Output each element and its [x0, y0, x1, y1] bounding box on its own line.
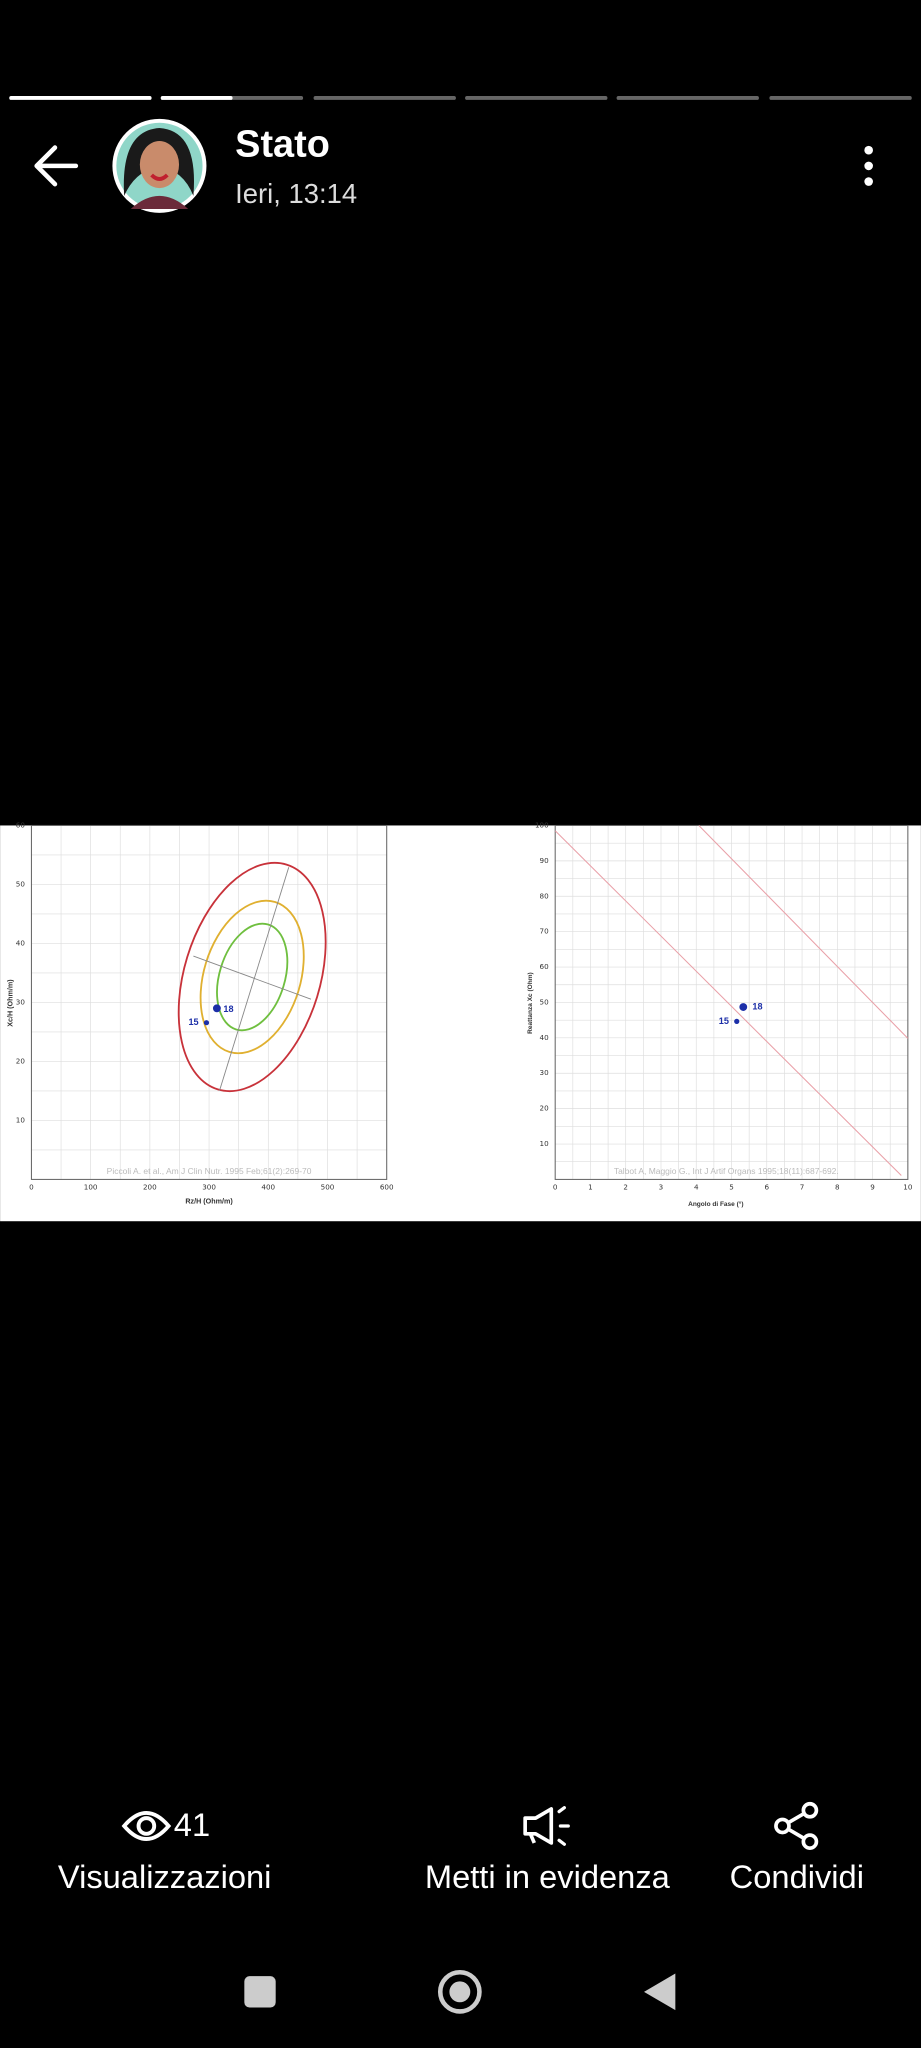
y-axis-label: Xc/H (Ohm/m): [6, 979, 14, 1027]
y-tick-label: 60: [16, 820, 26, 829]
back-nav-button[interactable]: [644, 1973, 676, 2011]
home-button[interactable]: [437, 1969, 482, 2014]
x-tick-label: 6: [764, 1182, 769, 1191]
y-tick-label: 20: [16, 1056, 26, 1065]
y-tick-label: 10: [16, 1115, 26, 1124]
x-tick-label: 10: [903, 1182, 913, 1191]
views-label: Visualizzazioni: [58, 1858, 272, 1895]
x-tick-label: 100: [84, 1182, 98, 1191]
share-button[interactable]: Condividi: [730, 1801, 864, 1895]
y-tick-label: 90: [540, 856, 550, 865]
x-tick-label: 3: [659, 1182, 664, 1191]
y-tick-label: 100: [535, 820, 549, 829]
views-button[interactable]: 41 Visualizzazioni: [58, 1806, 272, 1895]
point-label: 15: [188, 1017, 198, 1027]
progress-bar: [313, 96, 456, 100]
progress-bar: [9, 96, 152, 100]
progress-bars: [9, 96, 912, 100]
y-tick-label: 30: [16, 997, 26, 1006]
y-tick-label: 80: [540, 891, 550, 900]
x-tick-label: 300: [202, 1182, 216, 1191]
share-label: Condividi: [730, 1858, 864, 1895]
y-tick-label: 10: [540, 1139, 550, 1148]
x-tick-label: 0: [553, 1182, 558, 1191]
more-options[interactable]: [864, 145, 873, 186]
point-label: 18: [223, 1004, 233, 1014]
x-tick-label: 500: [321, 1182, 335, 1191]
views-count: 41: [174, 1806, 210, 1843]
y-tick-label: 60: [540, 962, 550, 971]
x-tick-label: 0: [29, 1182, 34, 1191]
point-label: 18: [752, 1001, 762, 1011]
point-label: 15: [719, 1016, 729, 1026]
y-tick-label: 40: [16, 938, 26, 947]
x-tick-label: 5: [729, 1182, 734, 1191]
x-tick-label: 1: [588, 1182, 593, 1191]
y-tick-label: 70: [540, 927, 550, 936]
x-tick-label: 8: [835, 1182, 840, 1191]
progress-bar: [769, 96, 912, 100]
recents-button[interactable]: [244, 1976, 276, 2008]
status-title: Stato: [235, 123, 330, 165]
x-tick-label: 7: [800, 1182, 805, 1191]
promote-label: Metti in evidenza: [425, 1858, 671, 1895]
y-tick-label: 50: [16, 879, 26, 888]
x-tick-label: 200: [143, 1182, 157, 1191]
y-tick-label: 30: [540, 1068, 550, 1077]
x-tick-label: 9: [870, 1182, 875, 1191]
citation: Talbot A, Maggio G., Int J Artif Organs …: [614, 1166, 839, 1176]
avatar[interactable]: [112, 118, 207, 213]
progress-fill: [160, 96, 233, 100]
x-axis-label: Angolo di Fase (°): [688, 1200, 743, 1208]
status-time: Ieri, 13:14: [235, 178, 357, 209]
progress-bar: [616, 96, 759, 100]
x-tick-label: 400: [261, 1182, 275, 1191]
citation: Piccoli A. et al., Am J Clin Nutr. 1995 …: [107, 1166, 312, 1176]
left-chart: 0 100 200 300 400 500 600 10 20 30 40 50 60 18 15 Pi…: [6, 820, 394, 1205]
promote-button[interactable]: Metti in evidenza: [425, 1806, 671, 1895]
y-tick-label: 20: [540, 1104, 550, 1113]
x-tick-label: 4: [694, 1182, 699, 1191]
x-tick-label: 2: [623, 1182, 628, 1191]
y-tick-label: 50: [540, 997, 550, 1006]
back-button[interactable]: [34, 145, 79, 187]
y-axis-label: Reattanza Xc (Ohm): [527, 972, 534, 1034]
y-tick-label: 40: [540, 1033, 550, 1042]
x-tick-label: 600: [380, 1182, 394, 1191]
x-axis-label: Rz/H (Ohm/m): [185, 1198, 233, 1206]
progress-bar: [465, 96, 608, 100]
